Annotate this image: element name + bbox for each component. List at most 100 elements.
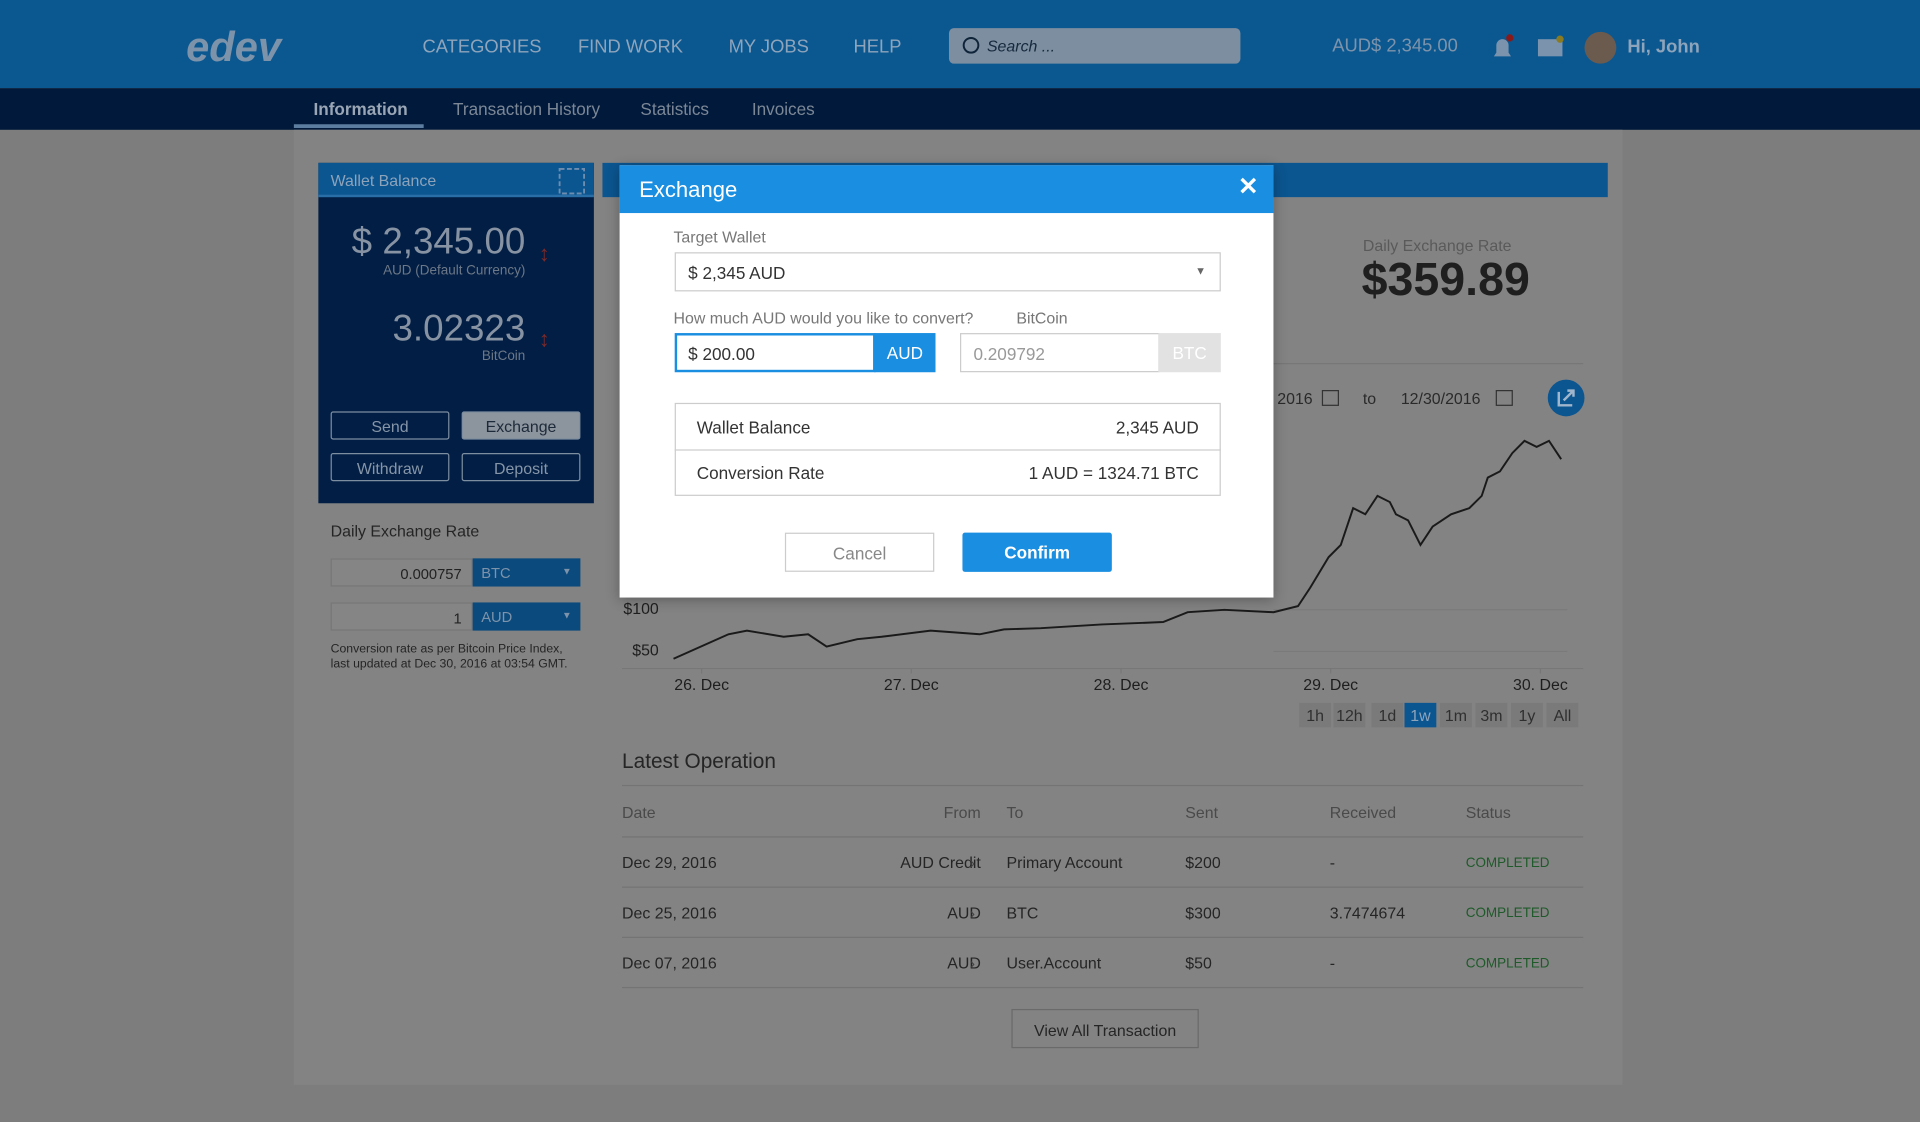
- row-divider: [622, 936, 1584, 938]
- bell-icon: [1493, 39, 1512, 57]
- cell: COMPLETED: [1465, 855, 1550, 871]
- caret: ▼: [1195, 264, 1207, 277]
- cell: $50: [1185, 953, 1212, 973]
- row-divider: [622, 784, 1584, 787]
- caret: ▼: [562, 609, 572, 621]
- range-button[interactable]: All: [1546, 702, 1579, 728]
- row-divider: [622, 886, 1584, 888]
- cell: COMPLETED: [1465, 906, 1550, 921]
- balance[interactable]: AUD$ 2,345.00: [1332, 35, 1458, 57]
- column-header: Sent: [1185, 803, 1219, 822]
- nav-item[interactable]: MY JOBS: [728, 36, 809, 58]
- rate-input[interactable]: 1: [330, 602, 473, 631]
- tab[interactable]: Invoices: [751, 99, 815, 119]
- amount-unit: AUD: [874, 333, 936, 373]
- range-button[interactable]: 1d: [1371, 702, 1404, 728]
- tab[interactable]: Information: [313, 99, 408, 119]
- currency-select[interactable]: AUD: [472, 602, 581, 631]
- cell: User.Account: [1006, 953, 1102, 973]
- logo[interactable]: edev: [186, 24, 282, 72]
- search-box[interactable]: [948, 28, 1241, 64]
- column-header: From: [943, 803, 981, 822]
- cell: Dec 07, 2016: [622, 953, 717, 973]
- section-title: Latest Operation: [622, 749, 776, 773]
- range-button[interactable]: 12h: [1333, 702, 1366, 728]
- column-header: Date: [622, 803, 656, 822]
- range-button[interactable]: 1m: [1440, 702, 1472, 728]
- nav-item[interactable]: FIND WORK: [577, 36, 684, 58]
- tab[interactable]: Transaction History: [453, 99, 601, 119]
- row-divider: [622, 836, 1584, 838]
- row-divider: [622, 986, 1584, 989]
- y-tick-label: $100: [623, 601, 659, 618]
- date-to-label: to: [1362, 389, 1377, 408]
- caret: ▼: [562, 565, 572, 577]
- btc-unit: BTC: [1158, 333, 1221, 373]
- tab[interactable]: Statistics: [640, 99, 709, 119]
- cell: AUD Credit: [900, 853, 981, 872]
- x-tick-label: 28. Dec: [1094, 677, 1149, 694]
- search-placeholder[interactable]: Search ...: [986, 36, 1056, 56]
- rate-input[interactable]: 0.000757: [330, 558, 473, 587]
- cell: $200: [1185, 853, 1221, 872]
- currency-select[interactable]: BTC: [472, 558, 581, 587]
- note: Conversion rate as per Bitcoin Price Ind…: [330, 642, 568, 672]
- y-tick-label: $50: [632, 643, 659, 660]
- wallet-button[interactable]: Send: [330, 411, 450, 440]
- wallet-button[interactable]: Deposit: [461, 453, 581, 482]
- aud-amount: $ 2,345.00: [351, 221, 526, 263]
- view-all-button[interactable]: View All Transaction: [1011, 1008, 1199, 1049]
- dialog-header: [619, 165, 1274, 214]
- confirm-button[interactable]: Confirm: [962, 532, 1112, 572]
- calendar-icon[interactable]: [1495, 390, 1513, 406]
- column-header: Status: [1465, 803, 1511, 822]
- greeting[interactable]: Hi, John: [1627, 36, 1700, 58]
- cell: AUD: [947, 953, 981, 973]
- swap-icon[interactable]: ↕: [538, 241, 550, 266]
- cell: Dec 25, 2016: [622, 903, 717, 923]
- date-from[interactable]: 2016: [1277, 389, 1313, 408]
- summary-divider: [674, 449, 1221, 451]
- arrow: ›: [969, 903, 976, 923]
- summary-value: 2,345 AUD: [1115, 417, 1199, 438]
- dialog-title: Exchange: [639, 177, 738, 203]
- cell: AUD: [947, 903, 981, 923]
- cell: -: [1329, 953, 1336, 973]
- avatar: [1584, 31, 1617, 64]
- aud-label: AUD (Default Currency): [383, 263, 526, 278]
- wallet-button[interactable]: Withdraw: [330, 453, 450, 482]
- nav-item[interactable]: HELP: [853, 36, 902, 58]
- rate-label: Daily Exchange Rate: [1362, 236, 1512, 255]
- field-label: Target Wallet: [673, 227, 766, 247]
- cancel-button[interactable]: Cancel: [784, 532, 935, 572]
- btc-amount: 3.02323: [392, 308, 526, 349]
- range-button[interactable]: 1w: [1404, 702, 1437, 728]
- badge: [1506, 34, 1514, 42]
- column-header: Received: [1329, 803, 1397, 822]
- exchange-dialog: Exchange ✕ Target Wallet $ 2,345 AUD ▼ How mu…: [619, 165, 1274, 598]
- amount-input[interactable]: $ 200.00: [674, 333, 876, 373]
- search-icon: [962, 36, 980, 54]
- close-button[interactable]: ✕: [1237, 173, 1259, 201]
- section-title: Daily Exchange Rate: [330, 521, 480, 541]
- range-button[interactable]: 3m: [1475, 702, 1508, 728]
- date-to[interactable]: 12/30/2016: [1400, 389, 1481, 408]
- range-button[interactable]: 1h: [1299, 702, 1332, 728]
- cell: -: [1329, 853, 1336, 872]
- wallet-button[interactable]: Exchange: [461, 411, 581, 440]
- summary-value: 1 AUD = 1324.71 BTC: [1028, 462, 1199, 483]
- qr-icon[interactable]: [558, 168, 586, 195]
- range-button[interactable]: 1y: [1511, 702, 1543, 728]
- arrow: ›: [969, 853, 976, 872]
- column-header: To: [1006, 803, 1024, 822]
- btc-input: 0.209792: [960, 333, 1160, 373]
- wallet-panel-header: [318, 162, 594, 198]
- nav-item[interactable]: CATEGORIES: [422, 36, 542, 58]
- cell: Dec 29, 2016: [622, 853, 717, 872]
- sub-nav: [0, 88, 1920, 130]
- calendar-icon[interactable]: [1321, 390, 1339, 406]
- swap-icon[interactable]: ↕: [538, 326, 550, 352]
- wallet-select[interactable]: $ 2,345 AUD: [674, 252, 1221, 292]
